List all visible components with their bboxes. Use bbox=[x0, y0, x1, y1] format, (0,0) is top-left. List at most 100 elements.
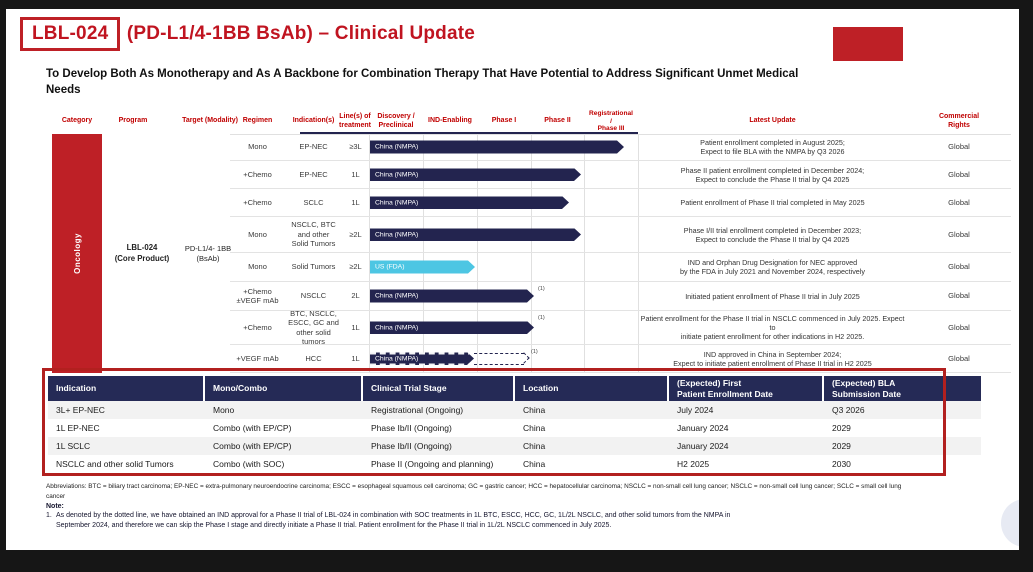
regimen: +Chemo ±VEGF mAb bbox=[236, 286, 279, 305]
grid-line bbox=[369, 134, 370, 373]
cell: China bbox=[523, 441, 546, 451]
regimen: Mono bbox=[248, 142, 267, 152]
category-band-oncology: Oncology bbox=[52, 134, 102, 373]
indication: HCC bbox=[305, 353, 322, 363]
phase-bar-zone: China (NMPA) bbox=[369, 134, 638, 160]
pipeline-row: +Chemo EP-NEC 1L China (NMPA) Phase II p… bbox=[230, 161, 1011, 189]
bar-label: China (NMPA) bbox=[375, 171, 419, 178]
indication: EP-NEC bbox=[299, 169, 328, 179]
indication: BTC, NSCLC, ESCC, GC and other solid tum… bbox=[288, 308, 339, 346]
pipeline-row: +Chemo ±VEGF mAb NSCLC 2L China (NMPA) (… bbox=[230, 282, 1011, 311]
col-header-commercial-rights: Commercial Rights bbox=[938, 113, 980, 129]
commercial-rights: Global bbox=[948, 353, 970, 363]
bar-label: China (NMPA) bbox=[375, 324, 419, 331]
cell: Phase II (Ongoing and planning) bbox=[371, 459, 494, 469]
summary-col-location: Location bbox=[515, 376, 669, 401]
col-header-phase2: Phase II bbox=[544, 117, 571, 125]
grid-line bbox=[638, 134, 639, 373]
latest-update: Patient enrollment for the Phase II tria… bbox=[640, 314, 905, 341]
cell: January 2024 bbox=[677, 441, 729, 451]
col-header-latest-update: Latest Update bbox=[749, 117, 796, 125]
phase-bar-zone: China (NMPA) (1) bbox=[369, 311, 638, 344]
bar-label: China (NMPA) bbox=[375, 292, 419, 300]
grid-line bbox=[477, 134, 478, 373]
line-of-treatment: ≥3L bbox=[349, 142, 362, 152]
line-of-treatment: 1L bbox=[351, 197, 360, 207]
cell: Q3 2026 bbox=[832, 405, 865, 415]
commercial-rights: Global bbox=[948, 322, 970, 332]
title-rest: (PD-L1/4-1BB BsAb) – Clinical Update bbox=[121, 23, 476, 44]
grid-line bbox=[423, 134, 424, 373]
cell: 2029 bbox=[832, 441, 851, 451]
cell: China bbox=[523, 423, 546, 433]
phase-bar-zone: China (NMPA) (1) bbox=[369, 345, 638, 372]
indication: NSCLC bbox=[300, 291, 327, 301]
table-row: NSCLC and other solid Tumors Combo (with… bbox=[48, 455, 981, 473]
regimen: +Chemo bbox=[243, 169, 272, 179]
line-of-treatment: 1L bbox=[351, 169, 360, 179]
cell: Combo (with SOC) bbox=[213, 459, 285, 469]
cell: Phase Ib/II (Ongoing) bbox=[371, 423, 452, 433]
summary-table-header: Indication Mono/Combo Clinical Trial Sta… bbox=[48, 376, 981, 401]
summary-col-bla-date: (Expected) BLA Submission Date bbox=[832, 378, 901, 399]
regimen: Mono bbox=[248, 262, 267, 272]
latest-update: Phase I/II trial enrollment completed in… bbox=[683, 225, 862, 244]
cell: 1L SCLC bbox=[56, 441, 91, 451]
bar-label: US (FDA) bbox=[375, 263, 405, 271]
note-item: 1. As denoted by the dotted line, we hav… bbox=[46, 511, 906, 531]
indication: SCLC bbox=[303, 197, 324, 207]
latest-update: Patient enrollment of Phase II trial com… bbox=[680, 198, 865, 207]
pipeline-row: +Chemo BTC, NSCLC, ESCC, GC and other so… bbox=[230, 308, 1011, 346]
floating-widget-button[interactable] bbox=[1001, 499, 1019, 547]
pipeline-row: Mono NSCLC, BTC and other Solid Tumors ≥… bbox=[230, 217, 1011, 253]
footnote-ref: (1) bbox=[531, 349, 538, 355]
latest-update: IND approved in China in September 2024;… bbox=[673, 349, 872, 368]
slide-subtitle: To Develop Both As Monotherapy and As A … bbox=[46, 68, 799, 96]
pipeline-row: Mono EP-NEC ≥3L China (NMPA) Patient enr… bbox=[230, 134, 1011, 161]
pipeline-row: +Chemo SCLC 1L China (NMPA) Patient enro… bbox=[230, 189, 1011, 217]
phase-bar-zone: China (NMPA) bbox=[369, 189, 638, 216]
indication: NSCLC, BTC and other Solid Tumors bbox=[291, 220, 336, 249]
notes-block: Note: 1. As denoted by the dotted line, … bbox=[46, 503, 906, 531]
table-row: 1L SCLC Combo (with EP/CP) Phase Ib/II (… bbox=[48, 437, 981, 455]
abbreviations-text: Abbreviations: BTC = biliary tract carci… bbox=[46, 483, 902, 500]
col-header-ind-enabling: IND-Enabling bbox=[428, 117, 472, 125]
summary-col-mono-combo: Mono/Combo bbox=[205, 376, 363, 401]
cell: 2029 bbox=[832, 423, 851, 433]
cell: NSCLC and other solid Tumors bbox=[56, 459, 174, 469]
bar-label: China (NMPA) bbox=[375, 231, 419, 238]
col-header-phase1: Phase I bbox=[491, 117, 517, 125]
cell: 2030 bbox=[832, 459, 851, 469]
program-cell: LBL-024 (Core Product) bbox=[114, 243, 170, 263]
cell: H2 2025 bbox=[677, 459, 710, 469]
footnote-ref: (1) bbox=[538, 286, 545, 292]
grid-line bbox=[230, 134, 1011, 135]
phase-progress-arrow: China (NMPA) bbox=[370, 141, 624, 154]
presentation-slide: LBL-024 (PD-L1/4-1BB BsAb) – Clinical Up… bbox=[6, 9, 1019, 550]
bar-label: China (NMPA) bbox=[375, 355, 419, 362]
cell: 3L+ EP-NEC bbox=[56, 405, 105, 415]
title-highlight-box: LBL-024 bbox=[20, 17, 121, 51]
summary-col-enrollment-date: (Expected) First Patient Enrollment Date bbox=[669, 376, 824, 401]
col-header-target: Target (Modality) bbox=[182, 117, 238, 125]
phase-bar-zone: US (FDA) bbox=[369, 253, 638, 281]
header-divider bbox=[300, 132, 638, 134]
col-header-regimen: Regimen bbox=[242, 117, 273, 125]
regimen: +Chemo bbox=[243, 322, 272, 332]
phase-progress-arrow: US (FDA) bbox=[370, 261, 475, 274]
commercial-rights: Global bbox=[948, 197, 970, 207]
commercial-rights: Global bbox=[948, 262, 970, 272]
target-cell: PD-L1/4- 1BB (BsAb) bbox=[184, 243, 232, 263]
summary-col-stage: Clinical Trial Stage bbox=[363, 376, 515, 401]
col-header-registrational: Registrational / Phase III bbox=[589, 109, 633, 133]
table-row: 3L+ EP-NEC Mono Registrational (Ongoing)… bbox=[48, 401, 981, 419]
bar-label: China (NMPA) bbox=[375, 199, 419, 206]
indication: Solid Tumors bbox=[291, 262, 336, 272]
col-header-category: Category bbox=[61, 117, 93, 125]
page-title: LBL-024 (PD-L1/4-1BB BsAb) – Clinical Up… bbox=[20, 17, 475, 51]
phase-progress-arrow: China (NMPA) bbox=[370, 352, 474, 365]
latest-update: Initiated patient enrollment of Phase II… bbox=[685, 291, 860, 301]
col-header-program: Program bbox=[118, 117, 148, 125]
pipeline-row: +VEGF mAb HCC 1L China (NMPA) (1) IND ap… bbox=[230, 345, 1011, 373]
cell: Phase Ib/II (Ongoing) bbox=[371, 441, 452, 451]
